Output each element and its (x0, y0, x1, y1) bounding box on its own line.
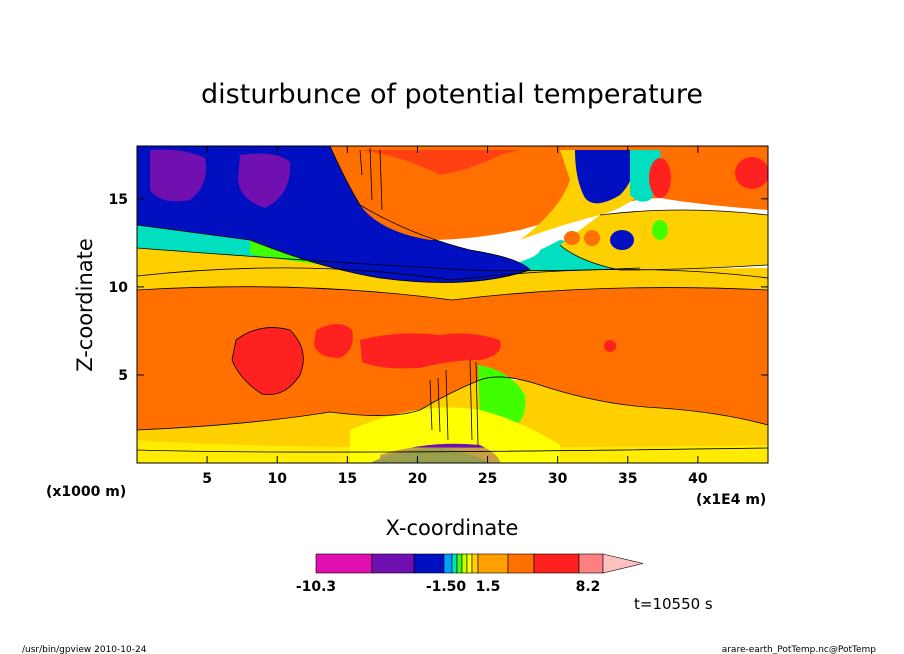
y-tick-label: 5 (118, 368, 128, 384)
x-tick-label: 20 (408, 471, 428, 487)
colorbar-swatch (451, 553, 458, 574)
x-axis: 5 10 15 20 25 30 35 40 (202, 146, 708, 487)
contour-lines (137, 146, 768, 453)
x-tick-label: 15 (338, 471, 357, 487)
x-tick-label: 30 (548, 471, 568, 487)
colorbar (315, 553, 644, 574)
colorbar-swatch (456, 553, 463, 574)
band-purple-left (150, 149, 206, 202)
colorbar-swatch (315, 553, 373, 574)
colorbar-label: -10.3 (296, 579, 336, 595)
y-axis: 5 10 15 (109, 192, 768, 384)
plot-area (137, 146, 768, 463)
colorbar-swatch (371, 553, 415, 574)
blob-red-mid-right (649, 158, 671, 198)
band-blue-upper (137, 146, 530, 283)
blob-cyan-right (652, 220, 668, 240)
x-unit-left: (x1000 m) (46, 484, 126, 500)
footer-right: arare-earth_PotTemp.nc@PotTemp (722, 645, 877, 654)
x-tick-label: 5 (202, 471, 212, 487)
x-tick-label: 35 (618, 471, 637, 487)
y-tick-label: 15 (109, 192, 128, 208)
plot-frame (136, 145, 769, 464)
colorbar-label: 8.2 (576, 579, 601, 595)
colorbar-swatch (477, 553, 509, 574)
x-axis-label: X-coordinate (386, 516, 519, 540)
band-purple-right (238, 153, 291, 208)
blob-red-core-3 (360, 333, 501, 369)
chart-title: disturbunce of potential temperature (201, 79, 703, 110)
blob-red-core-1 (232, 327, 304, 395)
blob-blue-small (610, 230, 634, 250)
footer-left: /usr/bin/gpview 2010-10-24 (22, 645, 147, 654)
y-tick-label: 10 (109, 280, 129, 296)
colorbar-swatch (466, 553, 473, 574)
x-tick-label: 40 (688, 471, 708, 487)
x-tick-label: 25 (478, 471, 497, 487)
blob-orange-small-1 (564, 231, 580, 245)
colorbar-swatch (507, 553, 535, 574)
blob-orange-small-2 (584, 230, 600, 246)
band-right-yellow (560, 210, 768, 270)
colorbar-label: 1.5 (476, 579, 501, 595)
colorbar-swatch (461, 553, 468, 574)
band-cyan-green (137, 215, 640, 271)
colorbar-swatch (413, 553, 445, 574)
colorbar-swatch (471, 553, 479, 574)
colorbar-swatch (533, 553, 580, 574)
colorbar-swatch (578, 553, 604, 574)
colorbar-labels: -10.3 -1.50 1.5 8.2 (296, 579, 601, 595)
band-upper-red-strip (360, 150, 520, 175)
blob-red-core-4 (604, 340, 616, 352)
blob-red-right (735, 157, 768, 189)
blob-red-core-2 (314, 324, 353, 358)
y-axis-label: Z-coordinate (73, 238, 97, 372)
time-label: t=10550 s (634, 595, 713, 613)
colorbar-arrow (602, 553, 644, 574)
colorbar-swatch (443, 553, 453, 574)
x-tick-label: 10 (267, 471, 287, 487)
x-unit-right: (x1E4 m) (696, 492, 766, 508)
band-blue-right (575, 150, 634, 204)
colorbar-label: -1.50 (426, 579, 467, 595)
